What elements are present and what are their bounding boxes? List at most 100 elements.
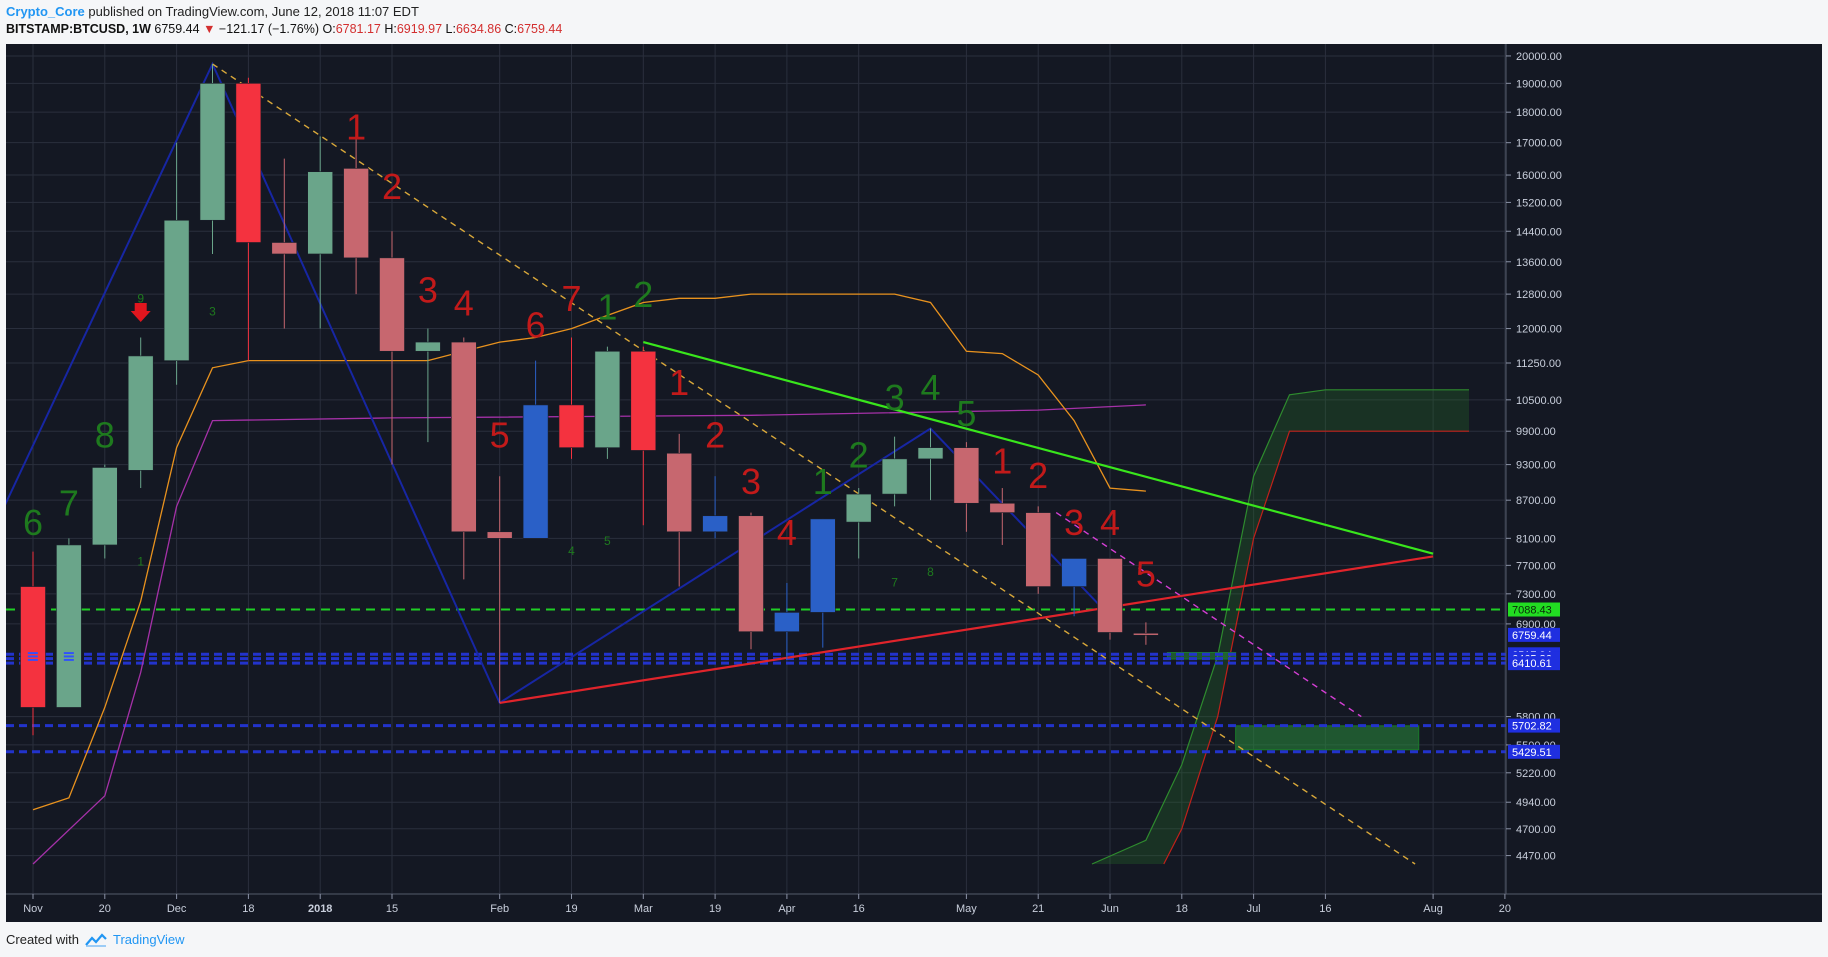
candle xyxy=(522,360,549,539)
candle xyxy=(702,476,728,539)
time-tick-label: Mar xyxy=(634,903,653,915)
time-tick-label: 19 xyxy=(565,903,577,915)
candle-body xyxy=(92,467,118,546)
price-level-tag-bg xyxy=(1508,744,1560,759)
time-axis: Nov 20 Dec 18 2018 15 Feb 19 Mar 19 Apr 16 May 21 Jun 1… xyxy=(23,894,1511,915)
price-level-tag: 5702.82 xyxy=(1508,718,1560,733)
candle xyxy=(486,476,513,703)
price-level-tag-label: 7088.43 xyxy=(1512,605,1552,617)
candle-body xyxy=(307,171,334,255)
candle-body xyxy=(486,531,513,539)
created-with-text: Created with xyxy=(6,932,79,947)
candle-body xyxy=(163,219,190,361)
published-text: published on TradingView.com, June 12, 2… xyxy=(88,4,419,19)
time-tick-label: Jun xyxy=(1101,903,1119,915)
chart-area[interactable]: ≡ ≡ 6 7 8 9 1 3 1 2 3 4 5 6 7 4 1 5 2 1 2 3 4 1 2 3 7 4 8 5 1 2 3 4 5 20000… xyxy=(6,44,1822,922)
time-tick-label: 16 xyxy=(853,903,865,915)
symbol-label: BITSTAMP:BTCUSD, 1W xyxy=(6,22,151,36)
price-tick-label: 10500.00 xyxy=(1516,395,1562,407)
cloud-upper-line xyxy=(1091,389,1469,865)
time-tick-label: 18 xyxy=(1176,903,1188,915)
level-marker-icon: ≡ xyxy=(26,647,39,666)
price-tick-label: 16000.00 xyxy=(1516,170,1562,182)
price-level-tag-bg xyxy=(1508,602,1560,617)
low-label: L: xyxy=(445,22,456,36)
candle xyxy=(163,142,190,385)
time-tick-label: Dec xyxy=(167,903,187,915)
td-count-label: 5 xyxy=(490,415,510,456)
candle-body xyxy=(1025,512,1052,587)
candle-body xyxy=(20,586,46,708)
candle-body xyxy=(594,350,621,448)
time-tick-label: 15 xyxy=(386,903,398,915)
td-count-label: 1 xyxy=(597,287,617,328)
td-count-label: 5 xyxy=(1136,554,1156,595)
candle-body xyxy=(235,83,262,243)
price-tick-label: 11250.00 xyxy=(1516,358,1561,370)
price-tick-label: 8100.00 xyxy=(1516,533,1556,545)
candle-body xyxy=(774,612,800,632)
support-zone xyxy=(1235,725,1420,751)
tradingview-link[interactable]: TradingView xyxy=(112,932,185,947)
candle xyxy=(92,464,118,559)
candle-body xyxy=(450,341,477,533)
price-tick-label: 20000.00 xyxy=(1516,51,1562,63)
td-count-label: 8 xyxy=(95,415,115,456)
close-label: C: xyxy=(504,22,518,36)
price-tick-label: 18000.00 xyxy=(1516,107,1562,119)
time-tick-label: 20 xyxy=(99,903,111,915)
candle xyxy=(450,337,477,580)
td-count-label: 7 xyxy=(59,483,79,524)
price-level-tag-bg xyxy=(1508,627,1560,642)
td-count-label: 6 xyxy=(23,502,43,543)
price-tick-label: 7700.00 xyxy=(1516,560,1556,572)
td-count-label: 1 xyxy=(813,461,833,502)
td-count-label: 9 xyxy=(137,292,144,306)
blue-zigzag-line xyxy=(6,61,1111,705)
time-tick-label: Jul xyxy=(1247,903,1261,915)
candle-body xyxy=(379,257,405,352)
candle xyxy=(989,488,1016,545)
candle xyxy=(199,64,226,254)
candle-body xyxy=(415,341,441,352)
price-level-tag-label: 6410.61 xyxy=(1512,658,1552,670)
price-level-tag-bg xyxy=(1508,656,1560,671)
candle-body xyxy=(1097,558,1123,633)
candle xyxy=(1025,506,1052,594)
candle-body xyxy=(809,518,836,613)
candle-body xyxy=(343,168,369,259)
purple-indicator-line xyxy=(32,404,1146,865)
candle xyxy=(343,139,369,295)
sell-arrow-icon xyxy=(130,303,151,323)
td-count-label: 2 xyxy=(633,274,653,315)
td-count-label: 4 xyxy=(1100,502,1120,543)
price-tick-label: 12000.00 xyxy=(1516,324,1562,336)
price-tick-label: 7300.00 xyxy=(1516,589,1556,601)
author-link[interactable]: Crypto_Core xyxy=(6,4,85,19)
high-label: H: xyxy=(384,22,397,36)
orange-dashed-trendline xyxy=(212,63,1416,865)
price-level-tag-label: 5429.51 xyxy=(1512,747,1552,759)
time-tick-label: May xyxy=(956,903,977,915)
candle-body xyxy=(558,404,585,448)
candle-body xyxy=(738,515,764,632)
td-count-label: 6 xyxy=(526,305,546,346)
price-level-tag-label: 5702.82 xyxy=(1512,721,1552,733)
td-count-label: 3 xyxy=(209,304,216,318)
open-value: 6781.17 xyxy=(335,22,381,36)
candle-body xyxy=(845,493,872,523)
candle-body xyxy=(56,544,82,708)
symbol-info-bar: BITSTAMP:BTCUSD, 1W 6759.44 ▼ −121.17 (−… xyxy=(6,22,562,36)
time-tick-label: Feb xyxy=(490,903,509,915)
candle xyxy=(558,337,585,459)
td-count-label: 4 xyxy=(568,544,575,558)
price-tick-label: 15200.00 xyxy=(1516,197,1562,209)
price-change: −121.17 (−1.76%) xyxy=(218,22,319,36)
price-tick-label: 9900.00 xyxy=(1516,426,1556,438)
price-tick-label: 13600.00 xyxy=(1516,257,1562,269)
time-tick-label: 2018 xyxy=(308,903,332,915)
candle xyxy=(20,551,46,736)
candle xyxy=(845,488,872,559)
candle-body xyxy=(1061,558,1087,587)
